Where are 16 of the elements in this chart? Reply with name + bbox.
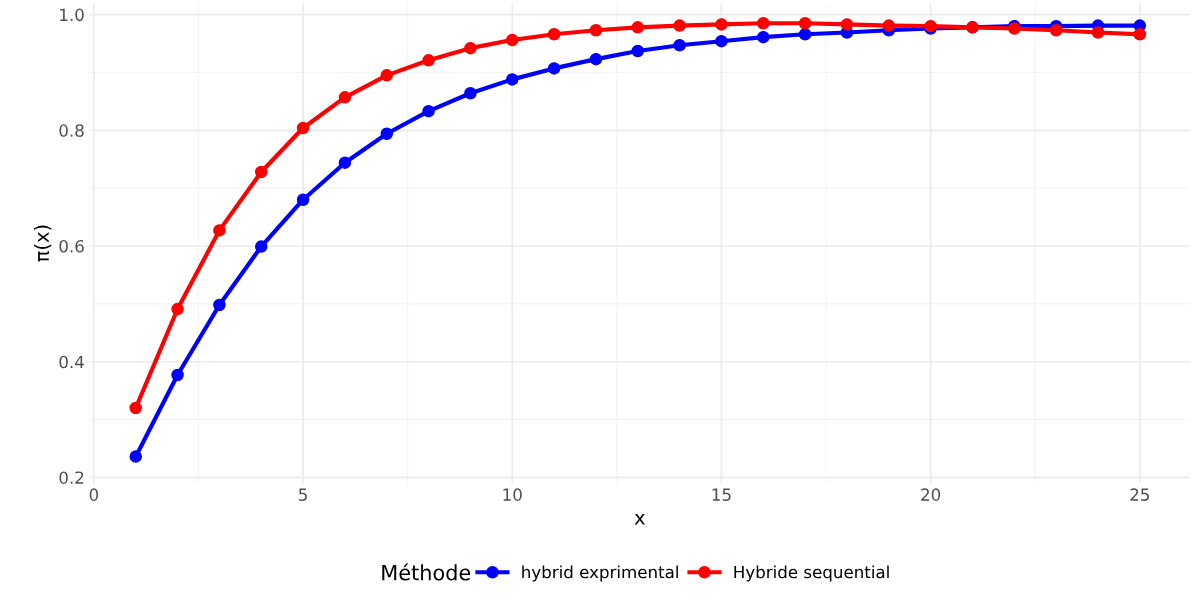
x-tick-label: 0 (89, 488, 99, 501)
y-tick-label: 1.0 (60, 8, 84, 22)
x-tick-label: 5 (299, 488, 307, 501)
y-axis-title: π(x) (33, 225, 52, 262)
legend-title: Méthode (382, 563, 471, 581)
legend-label: Hybride sequential (734, 565, 889, 582)
x-tick-label: 10 (503, 488, 522, 501)
y-tick-label: 0.8 (59, 124, 84, 137)
y-tick-label: 0.6 (59, 239, 84, 253)
y-tick-label: 0.2 (59, 471, 84, 484)
x-tick-label: 25 (1130, 488, 1149, 501)
x-axis-title: x (634, 513, 645, 525)
x-tick-label: 20 (921, 488, 941, 501)
x-tick-label: 15 (712, 488, 731, 501)
legend-label: hybrid exprimental (522, 565, 678, 582)
y-tick-label: 0.4 (59, 355, 84, 369)
